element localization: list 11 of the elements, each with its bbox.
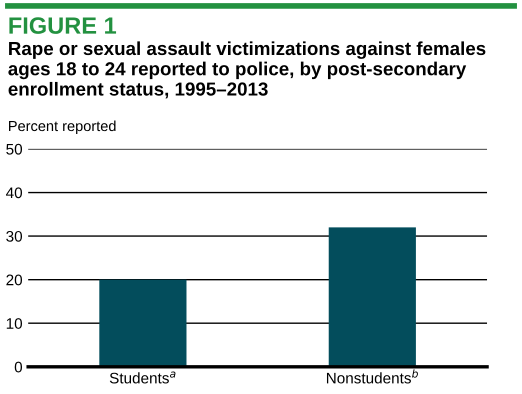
chart-title: FIGURE 1 (9, 17, 116, 34)
y-tick-label: 50 (6, 144, 22, 155)
y-tick-label: 30 (6, 230, 22, 242)
y-tick-label: 20 (6, 274, 22, 286)
y-tick-label: 10 (6, 318, 22, 329)
y-tick-label: 0 (14, 362, 22, 372)
y-tick-label: 40 (6, 187, 22, 198)
chart-subtitle: Rape or sexual assault victimizations against females ages 18 to 24 reported to police, by post-secondary enrollment status, 1995–2013 (8, 41, 486, 98)
y-axis-title: Percent reported (9, 120, 116, 134)
x-tick-label: Nonstudents$^{b}$ (326, 369, 418, 384)
x-tick-label: Students$^{a}$ (110, 372, 176, 384)
